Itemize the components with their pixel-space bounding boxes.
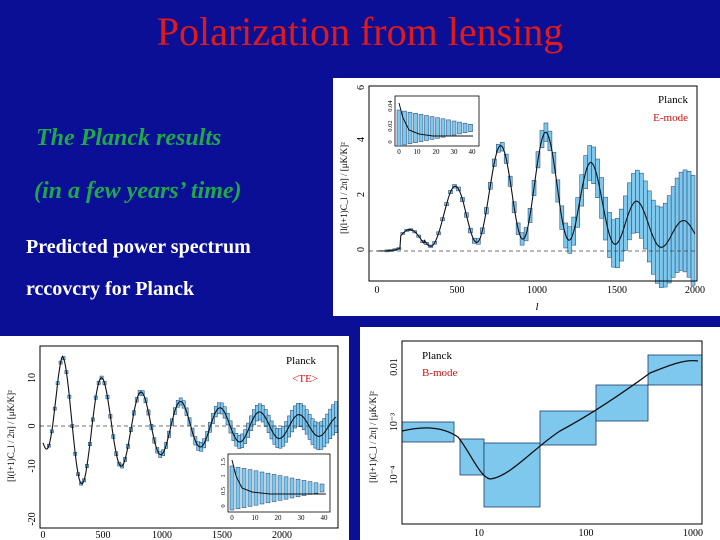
te-xtick-500: 500 [96,530,111,540]
b-mode-curve [401,359,699,480]
e-inset-xtick-20: 20 [433,148,441,156]
e-ylabel: [l(l+1)C_l / 2π] / [μK/K]² [339,142,349,234]
e-mode-plot-svg: 0 500 1000 1500 2000 l 0 2 4 6 [l(l+1)C_… [339,85,706,313]
b-ytick-001: 0.01 [389,358,400,376]
te-ylabel: [l(l+1)C_l / 2π] / [μK/K]² [6,390,16,482]
te-inset-ytick-15: 1.5 [220,458,227,466]
e-xtick-2000: 2000 [685,285,705,296]
te-inset-xtick-30: 30 [298,514,306,522]
e-xtick-500: 500 [450,285,465,296]
prediction-text-line2: rccovcry for Planck [26,278,195,300]
e-ytick-4: 4 [356,137,367,142]
b-mode-plot-svg: 10 100 1000 10⁻⁴ 10⁻³ 0.01 [l(l+1)C_l / … [368,340,703,539]
te-label: <TE> [292,373,318,385]
te-inset-xtick-10: 10 [252,514,260,522]
te-experiment-label: Planck [286,355,316,367]
te-inset-ytick-05: 0.5 [220,487,227,495]
b-mode-plot: 10 100 1000 10⁻⁴ 10⁻³ 0.01 [l(l+1)C_l / … [360,327,720,540]
te-ytick-0: 0 [27,424,38,429]
e-ytick-0: 0 [356,247,367,252]
e-inset-xtick-40: 40 [469,148,477,156]
e-xlabel: l [535,301,538,313]
e-inset-ytick-004: 0.04 [387,100,394,112]
te-xtick-1500: 1500 [212,530,232,540]
te-ytick-10: 10 [27,373,38,383]
e-inset-xtick-0: 0 [397,148,401,156]
b-experiment-label: Planck [422,350,452,362]
e-inset-xtick-30: 30 [451,148,459,156]
te-plot-svg: 0 500 1000 1500 2000 -20 -10 0 10 [l(l+1… [6,345,339,540]
e-xtick-1000: 1000 [527,285,547,296]
b-ytick-1e-4: 10⁻⁴ [389,465,400,484]
e-ytick-2: 2 [356,192,367,197]
b-ytick-1e-3: 10⁻³ [389,413,400,431]
e-mode-frame [368,85,698,282]
e-experiment-label: Planck [658,94,688,106]
e-mode-xticks: 0 500 1000 1500 2000 [375,285,706,296]
te-xtick-2000: 2000 [272,530,292,540]
prediction-text-line1: Predicted power spectrum [26,236,251,258]
slide-title: Polarization from lensing [156,9,564,54]
te-xtick-0: 0 [41,530,46,540]
te-frame [39,345,339,529]
b-xtick-10: 10 [474,528,484,539]
te-ytick-neg20: -20 [27,512,38,525]
e-inset-ytick-002: 0.02 [387,120,394,131]
te-inset-ytick-0: 0 [220,504,227,507]
e-mode-inset: 0 10 20 30 40 0 0.02 0.04 [387,95,480,156]
b-mode-frame [401,340,703,525]
e-mode-plot: 0 500 1000 1500 2000 l 0 2 4 6 [l(l+1)C_… [333,78,720,316]
e-mode-curve [377,131,696,252]
te-ytick-neg10: -10 [27,459,38,472]
te-plot: 0 500 1000 1500 2000 -20 -10 0 10 [l(l+1… [0,336,349,540]
b-mode-label: B-mode [422,367,458,379]
te-curve [42,355,337,485]
b-xtick-100: 100 [579,528,594,539]
e-ytick-6: 6 [356,85,367,90]
subtitle-planck-results: The Planck results [36,125,222,151]
te-xtick-1000: 1000 [152,530,172,540]
b-ylabel: [l(l+1)C_l / 2π] / [μK/K]² [368,391,378,483]
e-mode-label: E-mode [653,112,688,124]
e-xtick-0: 0 [375,285,380,296]
subtitle-few-years: (in a few years’ time) [34,178,242,204]
e-inset-ytick-0: 0 [387,140,394,143]
e-mode-yticks: 0 2 4 6 [356,85,367,252]
te-inset-xtick-40: 40 [321,514,329,522]
te-inset-xtick-0: 0 [230,514,234,522]
te-inset-xtick-20: 20 [275,514,283,522]
te-inset: 0 10 20 30 40 0 0.5 1 1.5 [220,453,331,522]
te-inset-ytick-1: 1 [220,474,227,477]
e-xtick-1500: 1500 [607,285,627,296]
b-xtick-1000: 1000 [683,528,703,539]
e-inset-xtick-10: 10 [414,148,422,156]
